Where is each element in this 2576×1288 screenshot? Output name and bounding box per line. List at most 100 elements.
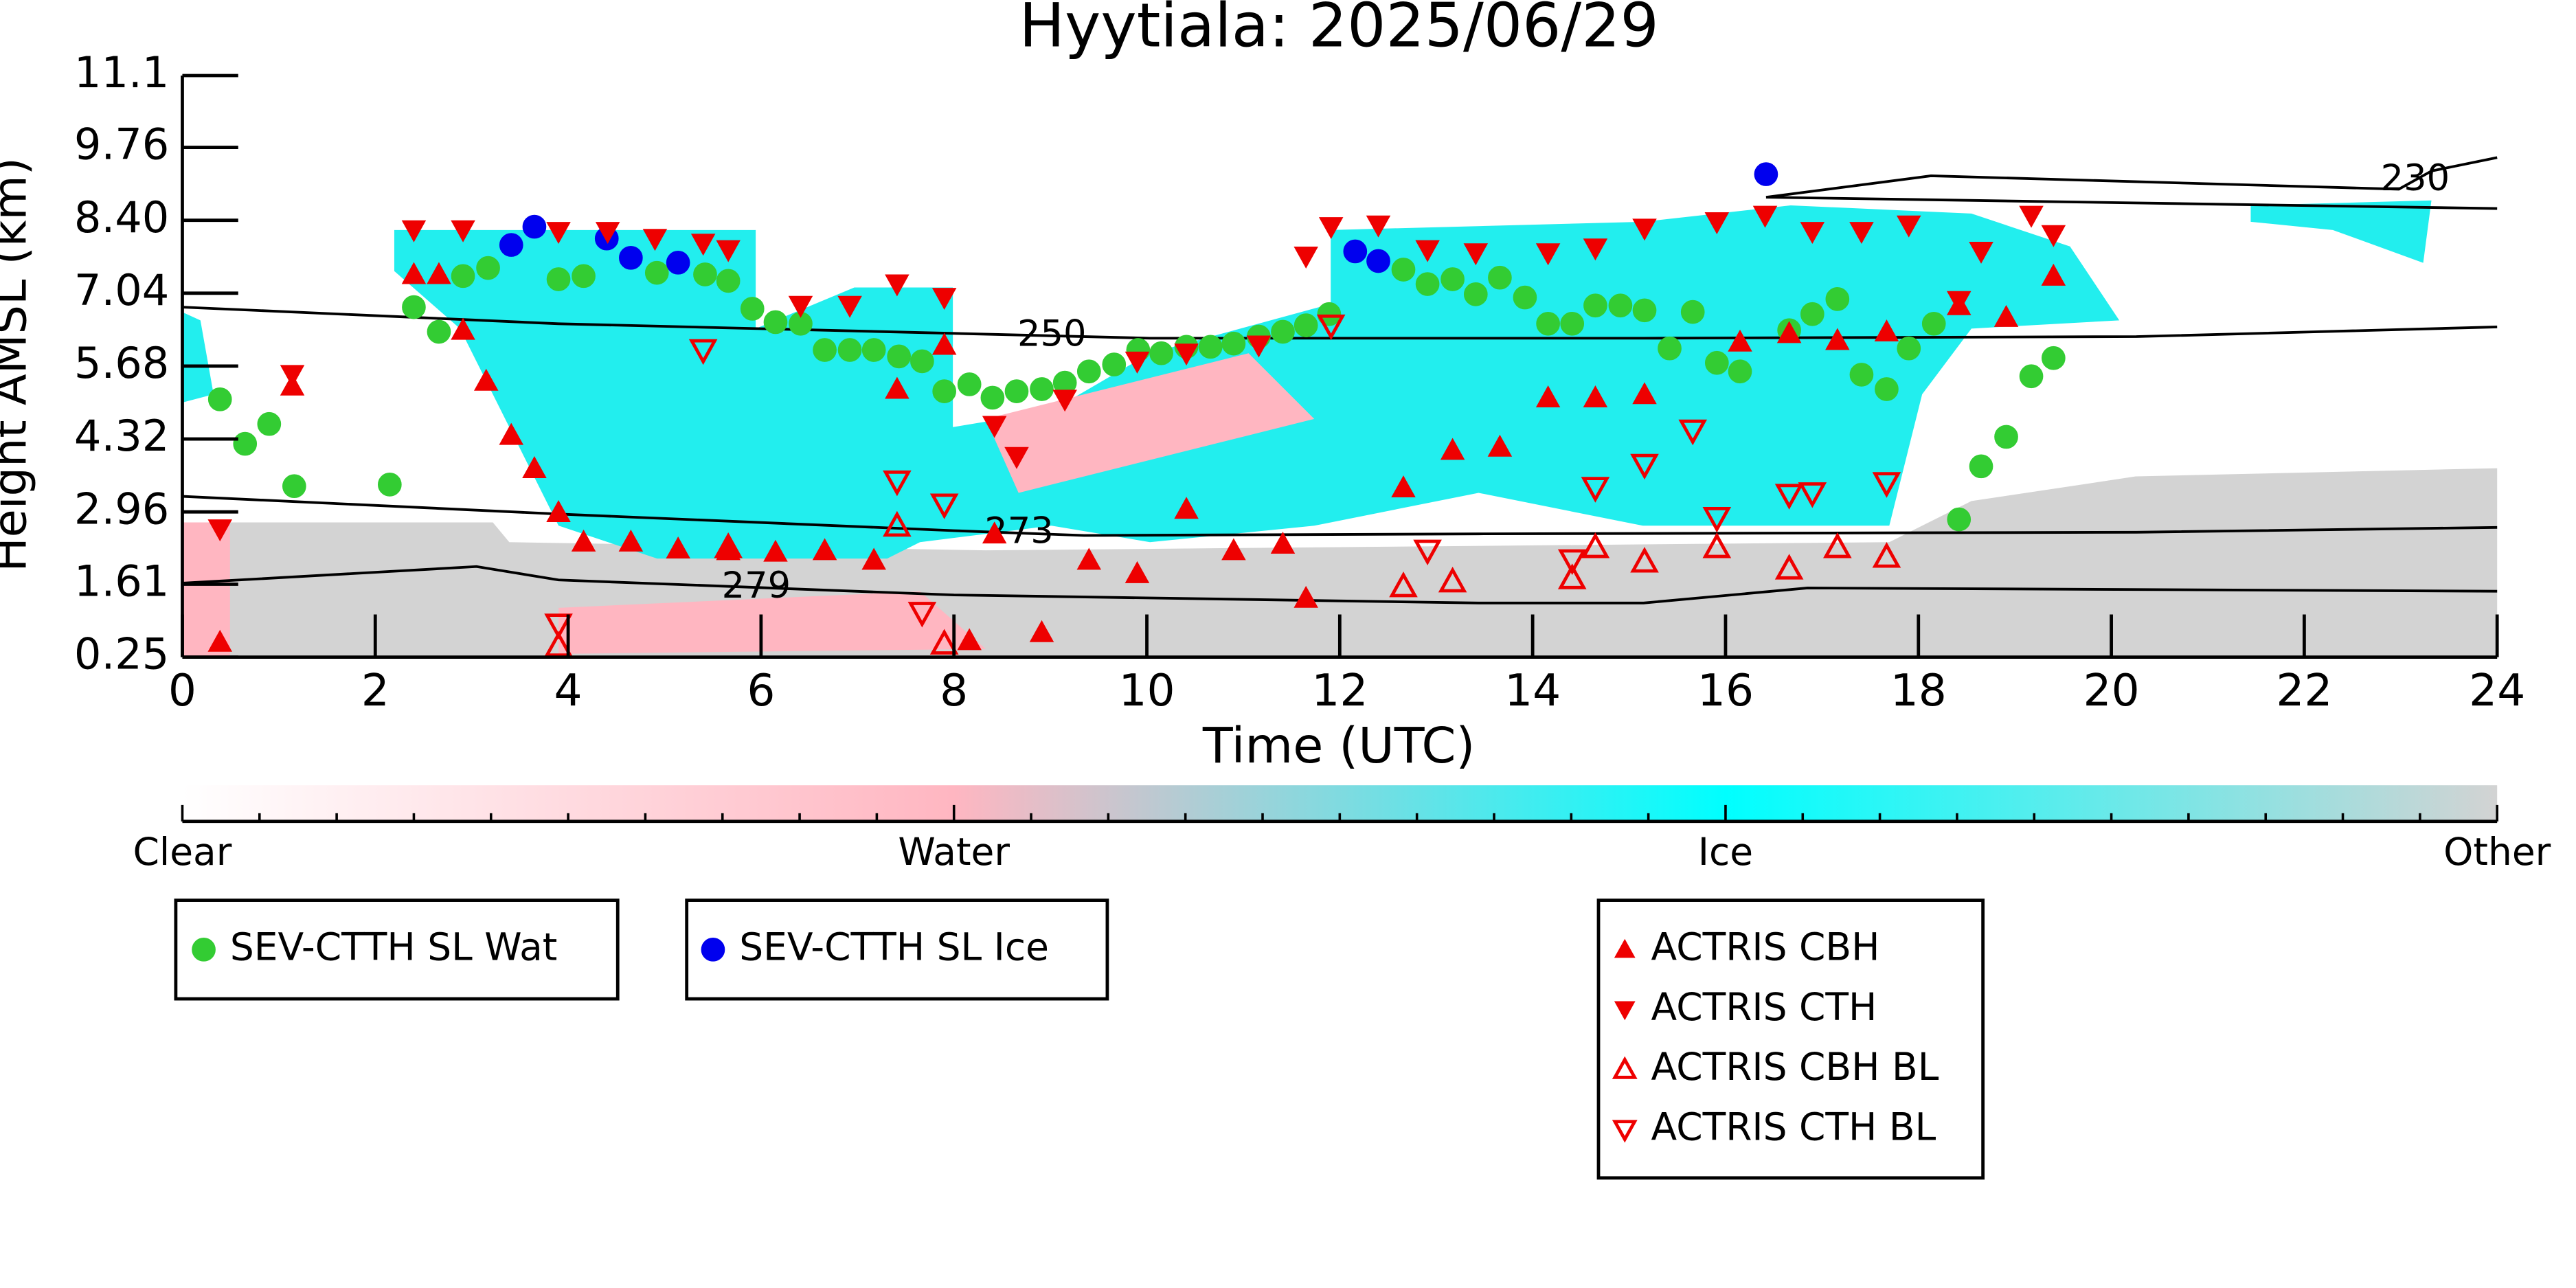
point: [931, 288, 957, 310]
point: [2019, 205, 2044, 228]
x-tick-label: 24: [2469, 665, 2525, 716]
point: [1004, 379, 1029, 403]
y-tick-label: 7.04: [74, 265, 169, 315]
legend-label: SEV-CTTH SL Wat: [230, 925, 558, 969]
contour-label: 279: [722, 565, 791, 607]
x-tick-label: 18: [1890, 665, 1947, 716]
point: [402, 295, 426, 319]
point: [233, 431, 258, 456]
point: [451, 317, 475, 340]
legend-box: [685, 899, 1109, 1001]
point: [1678, 419, 1708, 446]
point: [1632, 382, 1657, 405]
legend-label: SEV-CTTH SL Ice: [739, 925, 1049, 969]
water-region: [558, 591, 986, 654]
x-tick-label: 12: [1311, 665, 1368, 716]
y-tick-label: 1.61: [74, 556, 169, 607]
point: [1366, 215, 1391, 238]
point: [982, 521, 1007, 544]
point: [1774, 554, 1804, 580]
point: [427, 319, 451, 344]
point: [957, 628, 982, 651]
colorbar-label: Ice: [1698, 830, 1753, 874]
point: [1798, 482, 1827, 508]
point: [1221, 331, 1246, 356]
x-tick-label: 6: [747, 665, 775, 716]
contour-line: [1765, 156, 2498, 210]
point: [1076, 359, 1101, 384]
point: [207, 387, 232, 411]
contour-line: [182, 306, 2498, 340]
point: [1583, 293, 1607, 318]
point: [690, 234, 716, 256]
legend-marker: [701, 937, 725, 962]
point: [666, 250, 690, 275]
point: [716, 269, 741, 293]
legend-box: [174, 899, 620, 1001]
point: [1366, 249, 1390, 273]
point: [1438, 566, 1467, 593]
point: [885, 376, 909, 399]
point: [1897, 336, 1921, 361]
point: [1174, 497, 1199, 519]
point: [1728, 359, 1752, 384]
point: [1608, 293, 1633, 318]
point: [1776, 321, 1802, 343]
chart-title: Hyytiala: 2025/06/29: [1019, 0, 1658, 60]
point: [642, 229, 668, 251]
point: [1316, 314, 1346, 341]
x-tick-label: 10: [1118, 665, 1175, 716]
point: [1872, 542, 1901, 568]
point: [1728, 329, 1752, 352]
legend-marker: [1612, 1120, 1638, 1143]
point: [1318, 217, 1344, 240]
point: [1632, 218, 1657, 241]
point: [714, 532, 743, 558]
point: [1632, 298, 1657, 323]
point: [885, 274, 909, 297]
point: [207, 629, 232, 652]
y-tick-label: 0.25: [74, 629, 169, 679]
point: [1702, 506, 1732, 533]
legend-marker: [192, 937, 216, 962]
point: [1463, 282, 1488, 306]
point: [2041, 346, 2066, 370]
contour-label: 230: [2381, 157, 2450, 199]
x-tick-label: 2: [361, 665, 389, 716]
point: [1849, 363, 1874, 387]
point: [1849, 222, 1874, 245]
colorbar-label: Water: [898, 830, 1010, 874]
point: [910, 349, 934, 374]
legend-label: ACTRIS CTH: [1651, 985, 1877, 1029]
point: [1993, 304, 2019, 327]
point: [546, 267, 571, 291]
cloud-type-field: [182, 200, 2498, 657]
contour-line: [182, 565, 2498, 605]
point: [1752, 205, 1778, 228]
point: [1800, 222, 1825, 245]
x-axis-label: Time (UTC): [1202, 716, 1476, 774]
point: [666, 536, 690, 559]
point: [619, 245, 643, 270]
point: [1389, 571, 1418, 598]
point: [982, 416, 1007, 438]
point: [763, 310, 788, 335]
point: [377, 473, 402, 497]
point: [929, 629, 959, 655]
point: [595, 222, 620, 245]
point: [1413, 539, 1442, 566]
point: [1513, 285, 1537, 310]
y-tick-label: 2.96: [74, 484, 169, 534]
point: [812, 538, 837, 561]
point: [837, 295, 862, 318]
point: [1969, 454, 1993, 479]
point: [546, 222, 571, 245]
legend-marker: [1614, 938, 1636, 958]
point: [1874, 319, 1899, 341]
point: [957, 372, 982, 396]
point: [716, 240, 741, 262]
point: [257, 411, 282, 436]
water-region: [182, 522, 230, 657]
point: [1535, 243, 1561, 266]
